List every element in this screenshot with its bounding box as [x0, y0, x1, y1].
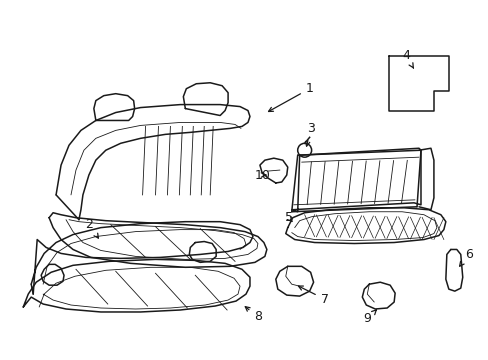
Text: 6: 6	[459, 248, 472, 266]
Text: 2: 2	[85, 218, 98, 238]
Text: 4: 4	[401, 49, 413, 68]
Text: 10: 10	[254, 168, 270, 181]
Text: 5: 5	[284, 211, 292, 224]
Text: 9: 9	[363, 310, 376, 325]
Text: 8: 8	[245, 307, 262, 323]
Text: 7: 7	[298, 286, 328, 306]
Text: 3: 3	[305, 122, 314, 146]
Text: 1: 1	[268, 82, 313, 112]
